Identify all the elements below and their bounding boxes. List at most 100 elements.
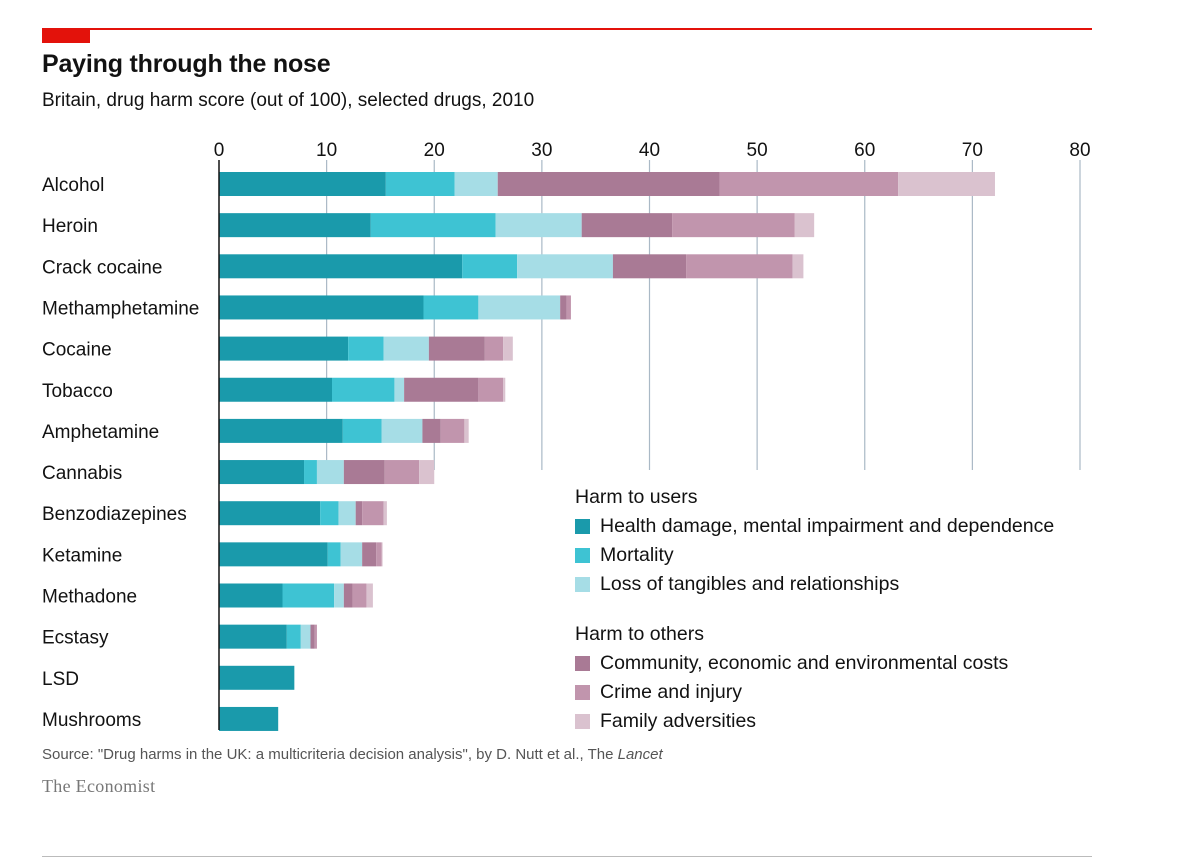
chart-subtitle: Britain, drug harm score (out of 100), s… [42,90,535,111]
bar-segment [310,624,315,649]
bar-segment [219,213,371,238]
bar-segment [464,418,469,443]
bar-segment [340,542,363,567]
bar-segment [314,624,317,649]
x-tick-label: 80 [1069,140,1090,161]
bar-segment [320,501,339,526]
bar-segment [304,460,317,485]
x-tick-label: 0 [214,140,225,161]
x-tick-label: 10 [316,140,337,161]
bar-segment [423,295,479,320]
bar-segment [719,172,899,196]
bar-segment [219,377,333,402]
legend-label-loss: Loss of tangibles and relationships [600,573,900,595]
bar-segment [478,377,504,402]
bar-segment [672,213,795,238]
source-note: Source: "Drug harms in the UK: a multicr… [42,746,663,763]
category-label: Methadone [42,587,137,608]
bar-segment [404,377,479,402]
bar-segment [898,172,995,196]
stacked-bar-chart: 0 10 20 30 40 50 60 70 80 Alcohol Heroin Crack coca… [42,140,1091,731]
bar-segment [348,336,384,361]
bar-segment [219,295,424,320]
category-label: Crack cocaine [42,257,162,278]
bar-segment [503,377,506,402]
bar-segment [428,336,485,361]
bar-segment [219,336,349,361]
category-label: Amphetamine [42,422,159,443]
category-label: LSD [42,669,79,690]
bar-segment [385,172,455,196]
legend-swatch-mortality [575,548,590,563]
bar-segment [376,542,382,567]
bar-segment [342,418,382,443]
category-label: Ecstasy [42,628,109,649]
x-tick-label: 70 [962,140,983,161]
x-tick-label: 50 [747,140,768,161]
source-journal: Lancet [617,746,663,763]
legend-swatch-loss [575,577,590,592]
bar-segment [517,254,613,279]
bar-segment [362,501,384,526]
bar-segment [566,295,571,320]
bar-segment [352,583,367,608]
bar-segment [332,377,395,402]
x-tick-label: 60 [854,140,875,161]
bar-segment [355,501,363,526]
category-label: Tobacco [42,381,113,402]
x-tick-label: 20 [424,140,445,161]
legend-item: Family adversities [575,711,1054,740]
publisher-logo: The Economist [42,776,156,796]
legend-label-mortality: Mortality [600,544,674,566]
bar-segment [440,418,465,443]
bar-segment [219,172,386,196]
bar-segment [219,418,343,443]
bar-segment [366,583,373,608]
bar-segment [581,213,673,238]
bar-segment [383,336,429,361]
source-text: Source: "Drug harms in the UK: a multicr… [42,746,618,763]
bar-segment [219,542,328,567]
bar-segment [478,295,561,320]
legend: Harm to users Health damage, mental impa… [575,486,1054,740]
bar-segment [484,336,504,361]
legend-swatch-community [575,656,590,671]
bar-segment [422,418,441,443]
legend-label-crime: Crime and injury [600,681,742,703]
bar-segment [316,460,344,485]
bar-segment [394,377,405,402]
bar-segment [381,542,383,567]
bar-segment [419,460,435,485]
bar-segment [612,254,687,279]
bar-segment [219,460,305,485]
bar-segment [454,172,498,196]
bar-segment [497,172,720,196]
category-label: Ketamine [42,545,122,566]
red-tag [42,29,90,43]
top-rule [42,28,1092,30]
bar-segment [334,583,344,608]
bar-segment [338,501,356,526]
bar-segment [219,501,321,526]
legend-label-community: Community, economic and environmental co… [600,652,1009,674]
bar-segment [381,418,423,443]
legend-swatch-family [575,714,590,729]
category-label: Benzodiazepines [42,504,187,525]
bar-segment [219,706,279,731]
bar-segment [219,583,283,608]
bar-segment [792,254,804,279]
legend-item: Crime and injury [575,682,1054,711]
category-label: Heroin [42,216,98,237]
legend-heading-users: Harm to users [575,486,698,508]
bar-segment [794,213,815,238]
chart-title: Paying through the nose [42,50,331,78]
legend-item: Loss of tangibles and relationships [575,574,1054,603]
bar-segment [384,460,420,485]
bar-segment [219,624,287,649]
bar-segment [219,254,463,279]
bar-segment [362,542,377,567]
bar-segment [383,501,387,526]
legend-label-family: Family adversities [600,710,757,732]
x-tick-label: 40 [639,140,660,161]
legend-swatch-crime [575,685,590,700]
